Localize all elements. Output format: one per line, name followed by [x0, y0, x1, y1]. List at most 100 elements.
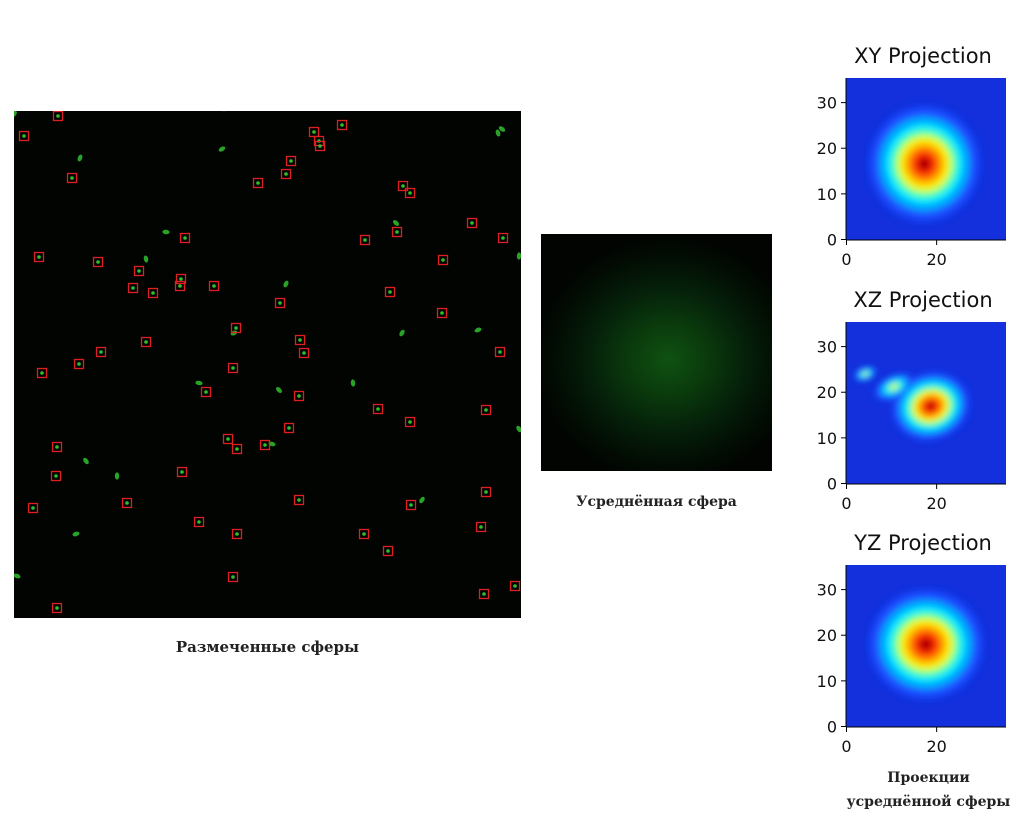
marked-sphere	[127, 282, 139, 294]
unmarked-sphere	[283, 280, 289, 288]
marked-sphere	[95, 346, 107, 358]
marked-sphere	[121, 497, 133, 509]
xy-projection-plot: 0 10 20 30 0 20	[817, 78, 1006, 269]
unmarked-sphere	[392, 220, 400, 226]
x-tick-label: 0	[841, 737, 851, 756]
marked-sphere	[475, 521, 487, 533]
xy-projection-title: XY Projection	[854, 44, 992, 68]
x-tick-label: 20	[926, 494, 946, 513]
unmarked-sphere	[516, 425, 521, 433]
unmarked-sphere	[495, 129, 501, 137]
marked-sphere	[404, 416, 416, 428]
projections-caption: Проекции усреднённой сферы	[826, 766, 1031, 814]
xz-projection-plot: 0 10 20 30 0 20	[817, 322, 1006, 513]
marked-sphere	[231, 443, 243, 455]
unmarked-sphere	[498, 126, 506, 132]
marked-sphere	[231, 528, 243, 540]
marked-sphere	[509, 580, 521, 592]
unmarked-sphere	[114, 472, 120, 480]
marked-sphere	[227, 571, 239, 583]
marked-sphere	[66, 172, 78, 184]
axes: 0 10 20 30 0 20	[817, 565, 1006, 756]
marked-sphere	[285, 155, 297, 167]
marked-sphere	[480, 486, 492, 498]
marked-sphere	[478, 588, 490, 600]
unmarked-sphere	[516, 252, 521, 260]
unmarked-sphere	[276, 386, 282, 394]
marked-sphere	[176, 466, 188, 478]
projections-caption-line1: Проекции	[887, 770, 970, 786]
unmarked-sphere	[474, 327, 482, 333]
marked-sphere	[466, 217, 478, 229]
heatmap	[846, 78, 1006, 240]
unmarked-sphere	[218, 146, 226, 152]
marked-sphere	[437, 254, 449, 266]
marked-sphere	[293, 494, 305, 506]
marked-sphere	[140, 336, 152, 348]
marked-sphere	[308, 126, 320, 138]
axes: 0 10 20 30 0 20	[817, 78, 1006, 269]
marked-sphere	[50, 470, 62, 482]
marked-sphere	[230, 322, 242, 334]
unmarked-sphere	[143, 255, 149, 263]
marked-sphere	[73, 358, 85, 370]
unmarked-sphere	[77, 154, 83, 162]
marked-sphere	[336, 119, 348, 131]
heatmap	[846, 565, 1006, 727]
marked-sphere	[18, 130, 30, 142]
marked-sphere	[372, 403, 384, 415]
marked-sphere	[175, 273, 187, 285]
marked-spheres-canvas	[14, 111, 521, 614]
marked-sphere	[208, 280, 220, 292]
marked-sphere	[436, 307, 448, 319]
marked-sphere	[283, 422, 295, 434]
marked-sphere	[384, 286, 396, 298]
unmarked-sphere	[419, 496, 425, 504]
x-tick-label: 20	[926, 250, 946, 269]
y-tick-label: 30	[817, 581, 837, 600]
marked-sphere	[494, 346, 506, 358]
marked-sphere	[222, 433, 234, 445]
marked-sphere	[52, 111, 64, 122]
marked-sphere	[227, 362, 239, 374]
marked-sphere	[358, 528, 370, 540]
x-tick-label: 20	[926, 737, 946, 756]
projections-caption-line2: усреднённой сферы	[846, 794, 1011, 810]
marked-sphere	[259, 439, 271, 451]
marked-sphere	[179, 232, 191, 244]
marked-sphere	[497, 232, 509, 244]
marked-sphere	[133, 265, 145, 277]
marked-sphere	[252, 177, 264, 189]
unmarked-sphere	[350, 379, 356, 387]
marked-sphere	[293, 390, 305, 402]
marked-sphere	[397, 180, 409, 192]
unmarked-sphere	[162, 229, 170, 235]
marked-sphere	[51, 602, 63, 614]
marked-sphere	[480, 404, 492, 416]
marked-sphere	[405, 499, 417, 511]
y-tick-label: 20	[817, 626, 837, 645]
marked-sphere	[298, 347, 310, 359]
averaged-sphere-caption: Усреднённая сфера	[576, 494, 737, 510]
marked-sphere	[404, 187, 416, 199]
marked-sphere	[33, 251, 45, 263]
yz-projection-title: YZ Projection	[854, 531, 992, 555]
unmarked-sphere	[14, 573, 21, 579]
y-tick-label: 0	[827, 475, 837, 494]
y-tick-label: 0	[827, 718, 837, 737]
axes: 0 10 20 30 0 20	[817, 322, 1006, 513]
heatmap	[846, 322, 1006, 484]
marked-sphere	[359, 234, 371, 246]
averaged-sphere-image	[541, 234, 772, 471]
marked-sphere	[51, 441, 63, 453]
y-tick-label: 20	[817, 139, 837, 158]
marked-sphere	[382, 545, 394, 557]
marked-sphere	[27, 502, 39, 514]
y-tick-label: 10	[817, 429, 837, 448]
unmarked-sphere	[83, 457, 89, 465]
y-tick-label: 10	[817, 672, 837, 691]
xz-projection-title: XZ Projection	[853, 288, 993, 312]
marked-sphere	[280, 168, 292, 180]
marked-sphere	[274, 297, 286, 309]
yz-projection-plot: 0 10 20 30 0 20	[817, 565, 1006, 756]
